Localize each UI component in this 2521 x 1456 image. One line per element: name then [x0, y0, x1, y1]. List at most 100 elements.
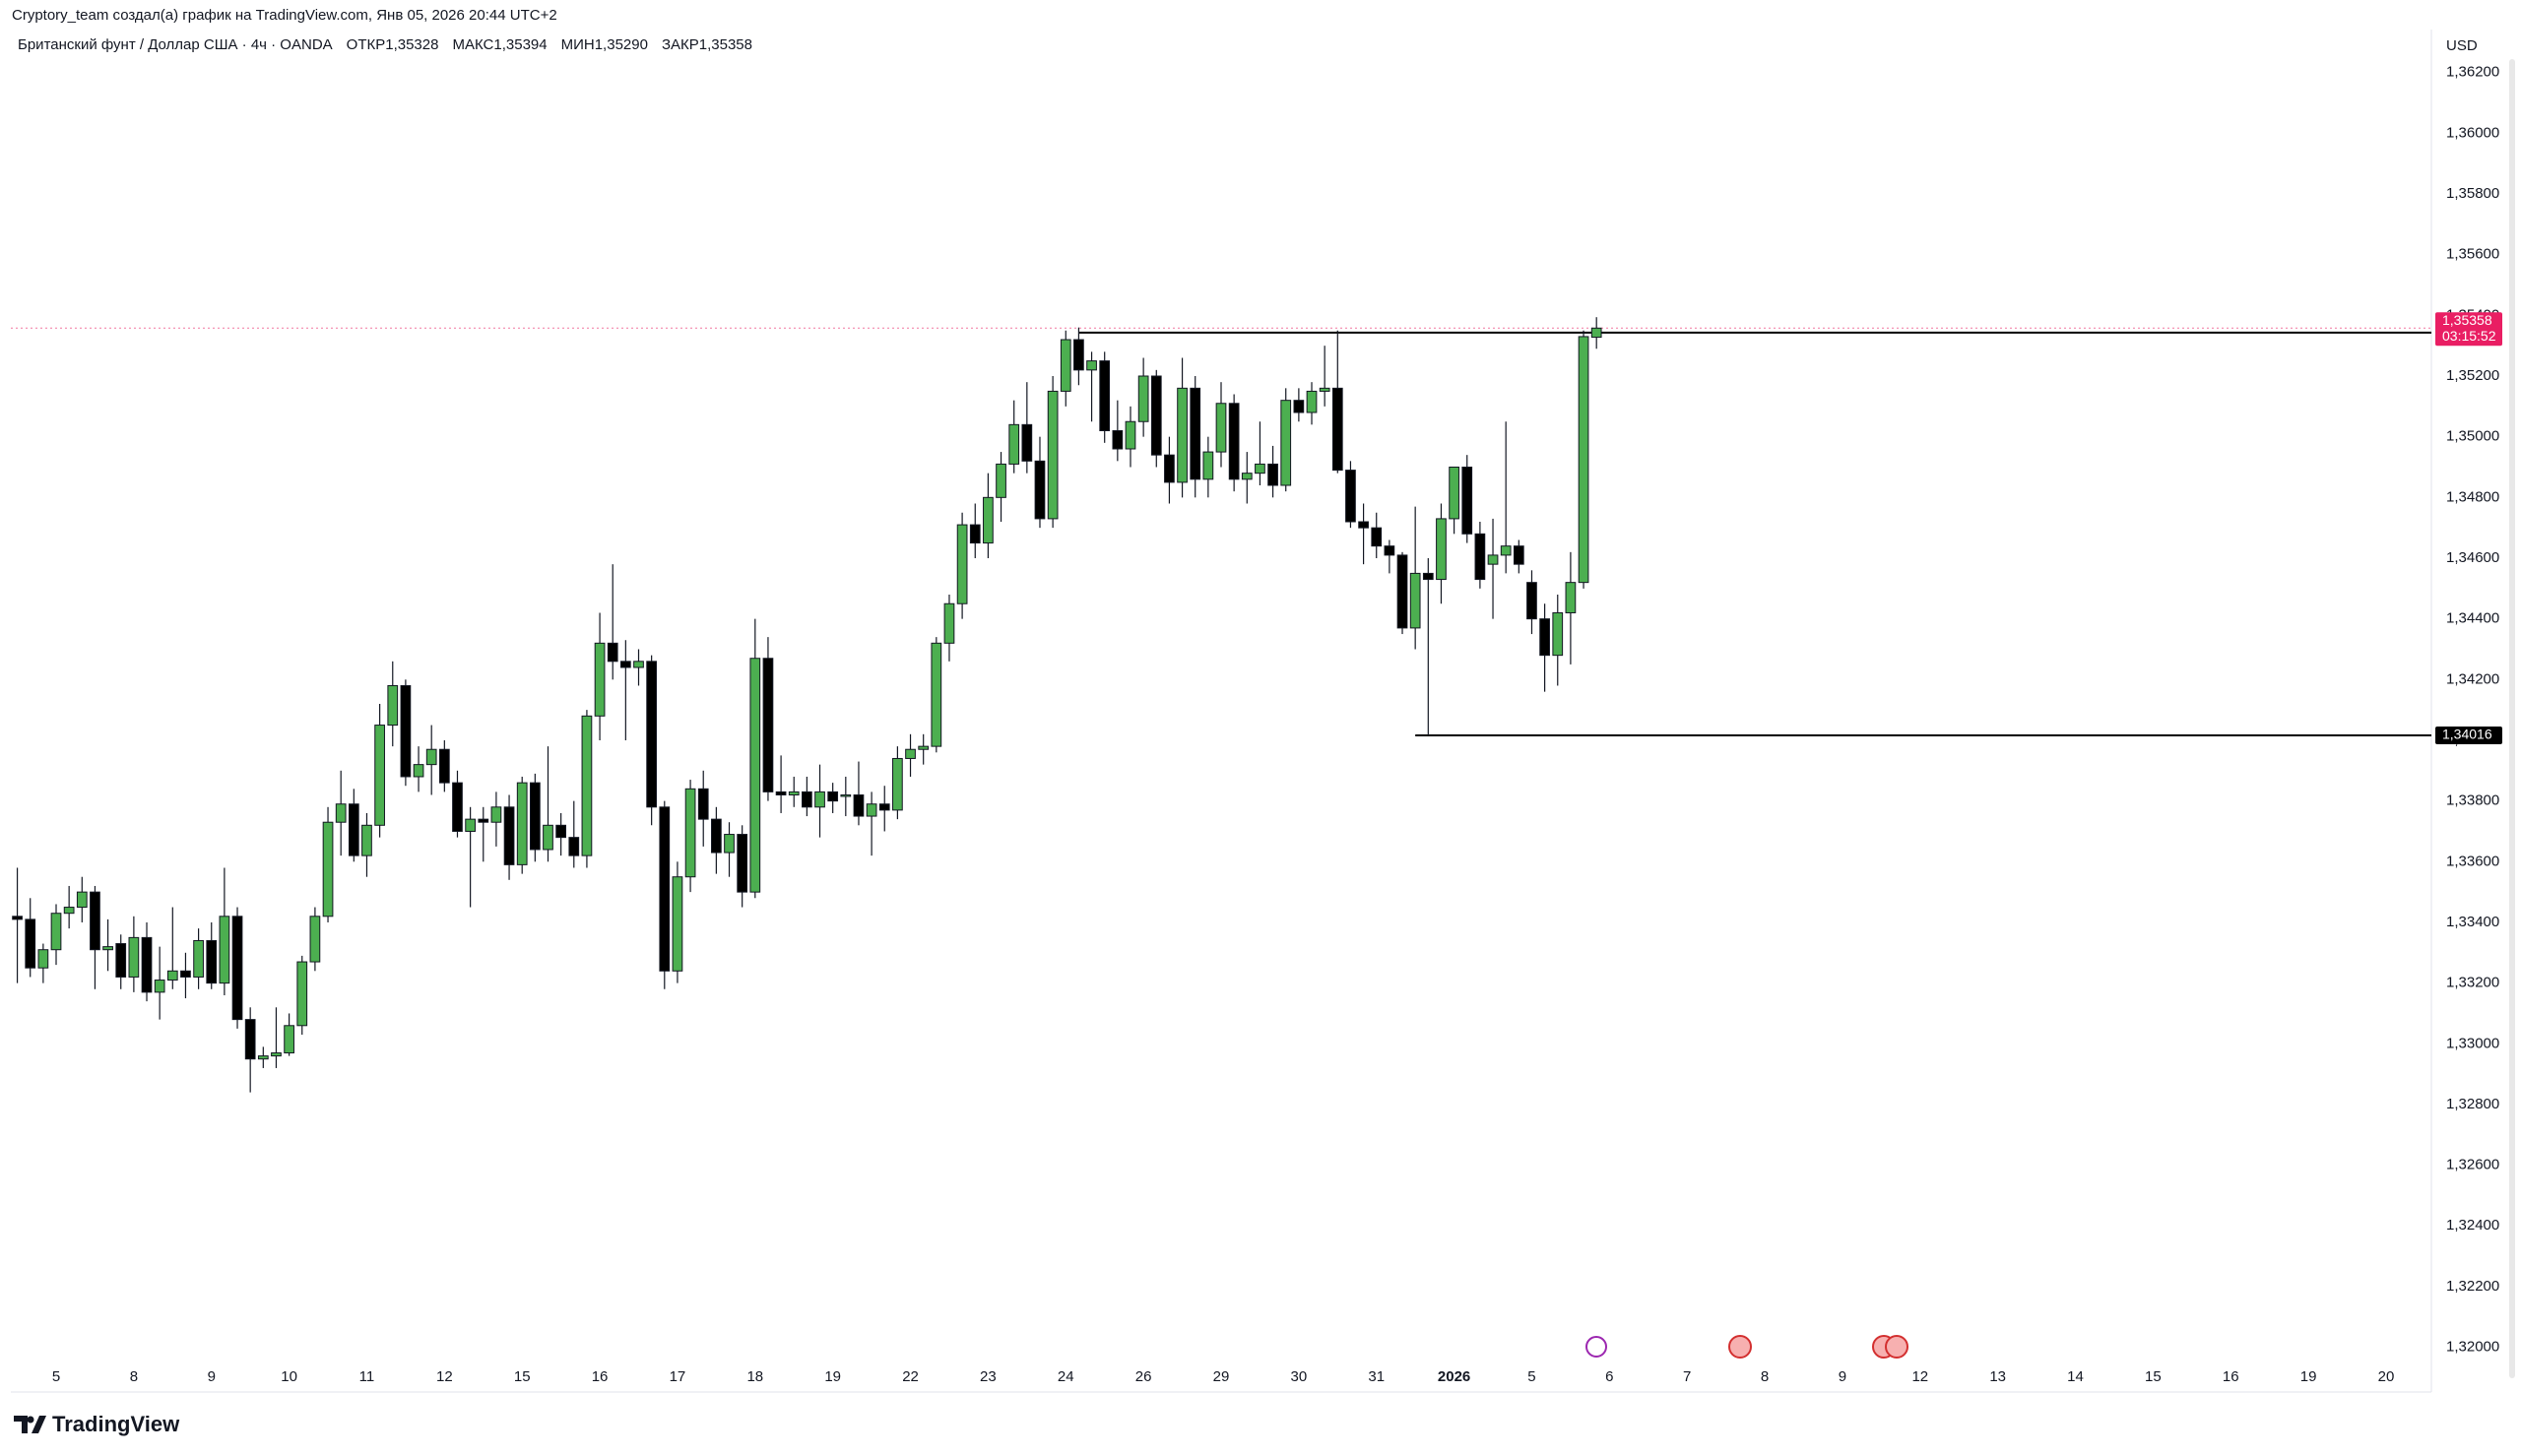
candle-body [1112, 430, 1124, 450]
candle-body [814, 791, 825, 808]
countdown: 03:15:52 [2442, 328, 2496, 344]
x-tick-label: 19 [2300, 1368, 2317, 1385]
y-tick-label: 1,33200 [2446, 975, 2499, 991]
last-price-badge [2435, 312, 2502, 347]
candle-body [711, 818, 722, 854]
candle-body [63, 907, 75, 915]
candle-body [749, 658, 761, 893]
candle-body [684, 788, 696, 878]
candle-body [128, 936, 140, 978]
candles [12, 317, 1602, 1093]
x-tick-label: 10 [281, 1368, 297, 1385]
event-icon[interactable] [1728, 1335, 1752, 1359]
candle-body [219, 916, 230, 984]
x-tick-label: 20 [2378, 1368, 2395, 1385]
x-tick-label: 7 [1683, 1368, 1691, 1385]
candle-body [231, 916, 243, 1021]
y-tick-label: 1,32400 [2446, 1217, 2499, 1234]
candle-body [1034, 460, 1046, 520]
candle-body [490, 806, 502, 823]
candle-body [12, 916, 23, 920]
candle-body [1384, 545, 1395, 556]
candle-body [529, 782, 541, 851]
y-tick-label: 1,32800 [2446, 1096, 2499, 1112]
candle-body [1539, 618, 1550, 657]
x-tick-label: 12 [436, 1368, 453, 1385]
candle-body [348, 803, 359, 856]
x-tick-label: 22 [902, 1368, 919, 1385]
candle-body [840, 793, 852, 797]
symbol: Британский фунт / Доллар США · 4ч · OAND… [18, 36, 333, 53]
candle-body [1255, 463, 1265, 475]
x-tick-label: 24 [1058, 1368, 1074, 1385]
candle-body [1319, 387, 1330, 392]
x-tick-label: 30 [1291, 1368, 1308, 1385]
candle-body [788, 791, 800, 795]
candle-body [1125, 420, 1136, 450]
x-tick-label: 15 [514, 1368, 531, 1385]
y-tick-label: 1,33800 [2446, 792, 2499, 809]
y-tick-label: 1,34400 [2446, 610, 2499, 627]
y-tick-label: 1,35800 [2446, 185, 2499, 202]
candle-body [1422, 572, 1434, 581]
candle-body [1215, 403, 1227, 453]
candle-body [1358, 521, 1369, 529]
candle-body [141, 936, 153, 993]
x-tick-label: 23 [980, 1368, 997, 1385]
candle-body [1280, 400, 1292, 486]
candle-body [1487, 554, 1499, 565]
candle-body [724, 834, 735, 854]
candle-body [296, 961, 308, 1027]
candle-body [1590, 327, 1602, 339]
candle-body [1060, 339, 1071, 392]
candle-body [1099, 360, 1111, 432]
scrollbar[interactable] [2509, 59, 2515, 1378]
candle-body [322, 821, 334, 918]
candle-body [1474, 533, 1486, 581]
candle-body [996, 463, 1006, 498]
x-tick-label: 2026 [1438, 1368, 1470, 1385]
candle-body [50, 913, 62, 951]
logo-dot [27, 1416, 34, 1424]
candle-body [943, 602, 955, 644]
x-tick-label: 17 [670, 1368, 686, 1385]
candle-body [1293, 400, 1305, 413]
x-tick-label: 16 [2223, 1368, 2239, 1385]
candle-body [387, 684, 399, 727]
x-tick-label: 5 [1527, 1368, 1535, 1385]
candle-body [1164, 454, 1175, 483]
candle-body [193, 939, 204, 978]
candle-body [619, 661, 631, 668]
ohlc-label: ЗАКР [662, 36, 699, 53]
brand: TradingView [52, 1412, 180, 1436]
candle-body [1150, 375, 1162, 456]
candle-body [284, 1025, 294, 1054]
candle-body [516, 782, 528, 865]
candle-body [918, 745, 930, 750]
x-tick-label: 8 [130, 1368, 138, 1385]
candle-body [257, 1055, 269, 1060]
candle-body [1552, 611, 1564, 657]
attribution: Cryptory_team создал(а) график на Tradin… [12, 7, 557, 24]
event-icon[interactable] [1585, 1336, 1607, 1358]
currency: USD [2446, 37, 2478, 54]
x-tick-label: 16 [592, 1368, 609, 1385]
candle-body [1436, 518, 1447, 581]
candle-body [1267, 463, 1278, 486]
candle-body [154, 980, 165, 993]
event-icon[interactable] [1885, 1335, 1908, 1359]
x-tick-label: 14 [2067, 1368, 2084, 1385]
candle-body [659, 806, 671, 972]
level-label: 1,34016 [2442, 727, 2492, 742]
candle-body [1228, 403, 1240, 480]
ohlc-label: ОТКР [347, 36, 386, 53]
candle-body [956, 524, 968, 604]
candle-body [1047, 390, 1059, 520]
candle-body [180, 970, 191, 978]
candle-body [607, 642, 618, 663]
candle-body [335, 803, 347, 823]
candle-body [37, 949, 49, 969]
candle-body [425, 748, 437, 766]
